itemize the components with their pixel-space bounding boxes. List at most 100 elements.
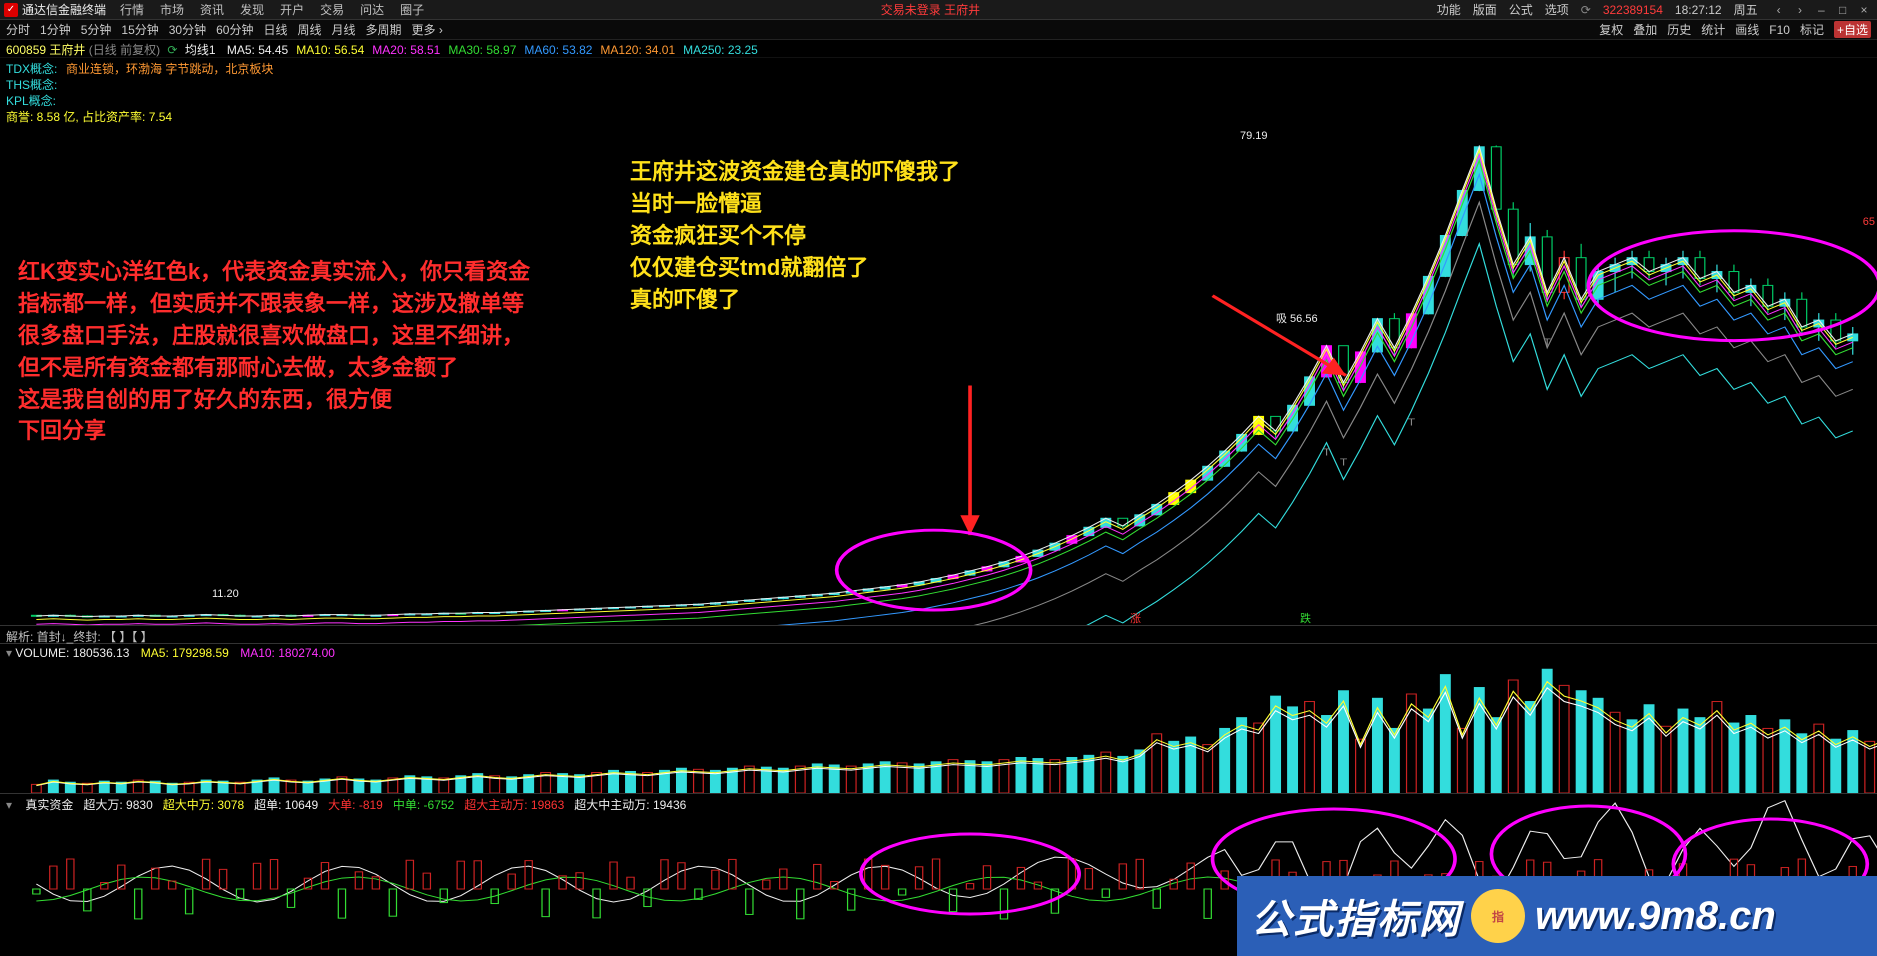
fund-大单: 大单: -819 bbox=[328, 798, 383, 812]
chevron-icon[interactable]: ▾ bbox=[6, 646, 15, 660]
timeframe-bar: 分时 1分钟 5分钟 15分钟 30分钟 60分钟日线周线月线多周期更多 › bbox=[0, 20, 1447, 40]
vol-value: VOLUME: 180536.13 bbox=[15, 646, 129, 660]
stock-name: 王府井 bbox=[49, 43, 85, 57]
menu-市场[interactable]: 市场 bbox=[160, 1, 184, 18]
vol-ma10: MA10: 180274.00 bbox=[240, 646, 335, 660]
svg-text:T: T bbox=[1323, 447, 1331, 458]
stock-code: 600859 bbox=[6, 43, 46, 57]
fund-超大万: 超大万: 9830 bbox=[83, 798, 152, 812]
volume-header: ▾ VOLUME: 180536.13 MA5: 179298.59 MA10:… bbox=[6, 646, 335, 660]
chevron-icon[interactable]: ▾ bbox=[6, 798, 15, 812]
svg-text:T: T bbox=[1408, 417, 1416, 428]
menu-交易[interactable]: 交易 bbox=[320, 1, 344, 18]
watermark: 公式指标网 指 www.9m8.cn bbox=[1237, 876, 1877, 956]
tool-历史[interactable]: 历史 bbox=[1667, 21, 1691, 38]
price-low-label: 11.20 bbox=[212, 588, 239, 600]
volume-panel[interactable]: ▾ VOLUME: 180536.13 MA5: 179298.59 MA10:… bbox=[0, 644, 1877, 794]
minimize-icon[interactable]: – bbox=[1812, 3, 1830, 17]
tool-F10[interactable]: F10 bbox=[1769, 23, 1790, 37]
tf-日线[interactable]: 日线 bbox=[263, 21, 287, 38]
refresh-small-icon[interactable]: ⟳ bbox=[167, 43, 177, 57]
parse-line: 解析: 首封↓_终封: 【 】【 】 bbox=[0, 626, 1877, 644]
clock: 18:27:12 bbox=[1675, 3, 1722, 17]
menu-问达[interactable]: 问达 bbox=[360, 1, 384, 18]
marker-zhang: 涨 bbox=[1130, 610, 1141, 626]
ma-MA10: MA10: 56.54 bbox=[296, 43, 364, 57]
tool-+自选[interactable]: +自选 bbox=[1834, 21, 1871, 38]
fund-header: ▾ 真实资金超大万: 9830 超大中万: 3078 超单: 10649 大单: -8… bbox=[6, 796, 686, 813]
marker-die: 跌 bbox=[1300, 610, 1311, 626]
stock-mode: (日线 前复权) bbox=[89, 43, 160, 57]
tool-画线[interactable]: 画线 bbox=[1735, 21, 1759, 38]
menu-formula[interactable]: 公式 bbox=[1509, 1, 1533, 18]
tf-15分钟[interactable]: 15分钟 bbox=[121, 21, 158, 38]
tf-月线[interactable]: 月线 bbox=[332, 21, 356, 38]
app-title: 通达信金融终端 bbox=[22, 1, 106, 18]
account-number: 322389154 bbox=[1603, 3, 1663, 17]
tf-周线[interactable]: 周线 bbox=[297, 21, 321, 38]
maximize-icon[interactable]: □ bbox=[1834, 3, 1852, 17]
stock-header: 600859 王府井 (日线 前复权) ⟳ 均线1 MA5: 54.45 MA10… bbox=[0, 40, 1877, 58]
menubar: 行情市场资讯发现开户交易问达圈子 bbox=[120, 1, 424, 18]
tf-1分钟[interactable]: 1分钟 bbox=[40, 21, 71, 38]
fund-超大主动万: 超大主动万: 19863 bbox=[464, 798, 564, 812]
fund-中单: 中单: -6752 bbox=[393, 798, 454, 812]
ma-MA20: MA20: 58.51 bbox=[372, 43, 440, 57]
menu-资讯[interactable]: 资讯 bbox=[200, 1, 224, 18]
axis-right-tick: 65 bbox=[1863, 216, 1875, 228]
kpl-label: KPL概念: bbox=[6, 92, 66, 109]
fund-超大中万: 超大中万: 3078 bbox=[163, 798, 244, 812]
menu-func[interactable]: 功能 bbox=[1437, 1, 1461, 18]
weekday: 周五 bbox=[1734, 1, 1758, 18]
ths-label: THS概念: bbox=[6, 76, 66, 93]
ma-MA60: MA60: 53.82 bbox=[524, 43, 592, 57]
tf-分时[interactable]: 分时 bbox=[6, 21, 30, 38]
ma-MA30: MA30: 58.97 bbox=[448, 43, 516, 57]
tool-叠加[interactable]: 叠加 bbox=[1633, 21, 1657, 38]
annotation-right: 王府井这波资金建仓真的吓傻我了当时一脸懵逼资金疯狂买个不停仅仅建仓买tmd就翻倍… bbox=[630, 156, 960, 315]
fund-超大中主动万: 超大中主动万: 19436 bbox=[574, 798, 686, 812]
price-high-label: 79.19 bbox=[1240, 130, 1268, 142]
menu-圈子[interactable]: 圈子 bbox=[400, 1, 424, 18]
tf-60分钟[interactable]: 60分钟 bbox=[216, 21, 253, 38]
tf-多周期[interactable]: 多周期 bbox=[366, 21, 402, 38]
login-status: 交易未登录 王府井 bbox=[424, 1, 1437, 18]
menu-发现[interactable]: 发现 bbox=[240, 1, 264, 18]
watermark-icon: 指 bbox=[1471, 889, 1525, 943]
tf-30分钟[interactable]: 30分钟 bbox=[169, 21, 206, 38]
tf-5分钟[interactable]: 5分钟 bbox=[81, 21, 112, 38]
ma-MA250: MA250: 23.25 bbox=[683, 43, 758, 57]
right-toolbar: 复权叠加历史统计画线 F10 标记 +自选 bbox=[1447, 20, 1877, 40]
menu-option[interactable]: 选项 bbox=[1545, 1, 1569, 18]
cap-text: 商誉: 8.58 亿, 占比资产率: 7.54 bbox=[6, 110, 172, 124]
menu-layout[interactable]: 版面 bbox=[1473, 1, 1497, 18]
tool-统计[interactable]: 统计 bbox=[1701, 21, 1725, 38]
menu-行情[interactable]: 行情 bbox=[120, 1, 144, 18]
tdx-label: TDX概念: bbox=[6, 60, 66, 77]
svg-text:T: T bbox=[1544, 337, 1552, 348]
refresh-icon[interactable]: ⟳ bbox=[1581, 3, 1591, 17]
svg-text:T: T bbox=[1340, 457, 1348, 468]
fwd-icon[interactable]: › bbox=[1791, 3, 1809, 17]
price-mid-label: 吸 56.56 bbox=[1276, 310, 1318, 326]
watermark-url: www.9m8.cn bbox=[1535, 894, 1776, 939]
kline-chart[interactable]: TTTT 红K变实心洋红色k，代表资金真实流入，你只看资金指标都一样，但实质并不… bbox=[0, 126, 1877, 626]
watermark-label: 公式指标网 bbox=[1251, 887, 1461, 945]
tool-标记[interactable]: 标记 bbox=[1800, 21, 1824, 38]
tf-更多[interactable]: 更多 › bbox=[412, 21, 443, 38]
menu-开户[interactable]: 开户 bbox=[280, 1, 304, 18]
ma-MA120: MA120: 34.01 bbox=[600, 43, 675, 57]
annotation-left: 红K变实心洋红色k，代表资金真实流入，你只看资金指标都一样，但实质并不跟表象一样… bbox=[18, 256, 530, 447]
fund-真实资金: 真实资金 bbox=[25, 798, 73, 812]
concepts: TDX概念:商业连锁，环渤海 字节跳动，北京板块 THS概念: KPL概念: 商… bbox=[0, 58, 1877, 126]
back-icon[interactable]: ‹ bbox=[1770, 3, 1788, 17]
app-logo: ✓ bbox=[4, 3, 18, 17]
fund-超单: 超单: 10649 bbox=[254, 798, 318, 812]
close-icon[interactable]: × bbox=[1855, 3, 1873, 17]
tdx-text: 商业连锁，环渤海 字节跳动，北京板块 bbox=[66, 62, 273, 76]
ma-MA5: MA5: 54.45 bbox=[227, 43, 288, 57]
ma-group-label: 均线1 bbox=[185, 43, 216, 57]
vol-ma5: MA5: 179298.59 bbox=[141, 646, 229, 660]
tool-复权[interactable]: 复权 bbox=[1599, 21, 1623, 38]
titlebar: ✓ 通达信金融终端 行情市场资讯发现开户交易问达圈子 交易未登录 王府井 功能 … bbox=[0, 0, 1877, 20]
